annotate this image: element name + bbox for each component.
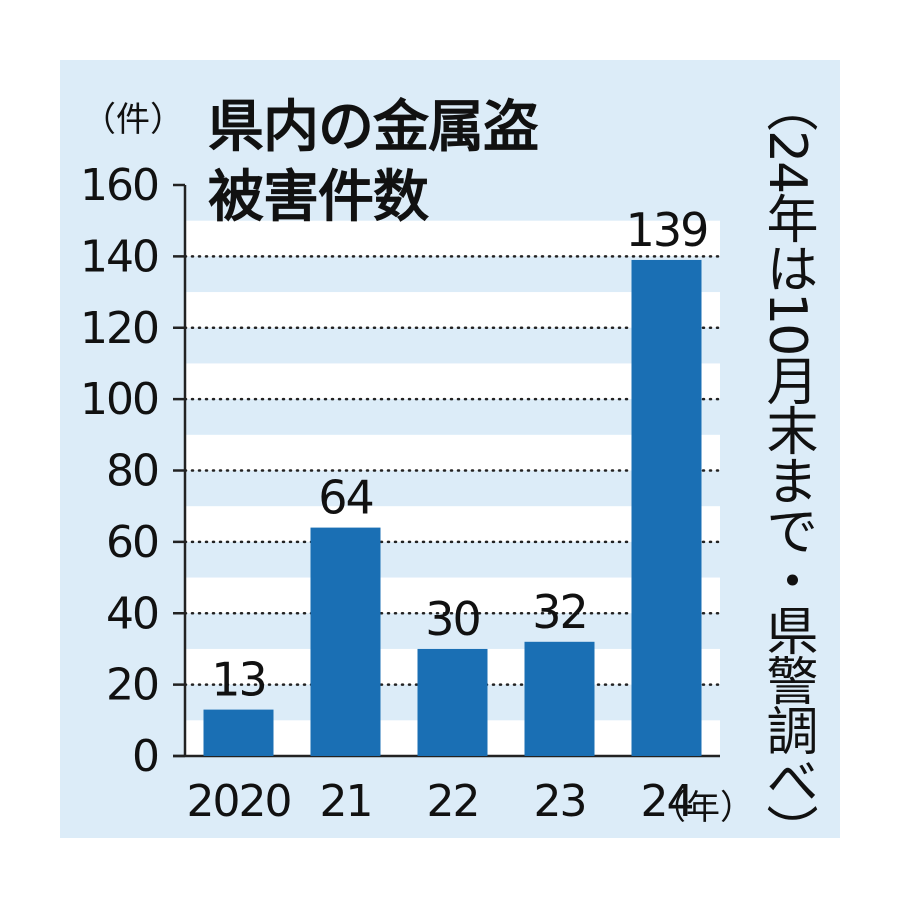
x-tick-label: 23: [534, 776, 586, 827]
stripe-band: [185, 506, 720, 542]
y-tick-label: 60: [106, 517, 158, 568]
source-note: （24年は10月末まで・県警調べ）: [757, 80, 817, 855]
bar-data-label: 30: [425, 592, 480, 646]
y-tick-label: 80: [106, 446, 158, 497]
y-tick-label: 100: [80, 374, 158, 425]
bar: [203, 709, 274, 756]
y-tick-label: 120: [80, 303, 158, 354]
bar-data-label: 13: [211, 653, 266, 707]
bar: [524, 641, 595, 756]
bar-data-label: 32: [532, 585, 587, 639]
x-tick-label: 24: [641, 776, 693, 827]
bar: [417, 648, 488, 756]
y-axis-unit-label: （件）: [82, 100, 184, 140]
x-tick-label: 22: [427, 776, 479, 827]
bar: [310, 527, 381, 756]
x-axis-unit-label: （年）: [652, 788, 754, 828]
y-tick-label: 20: [106, 660, 158, 711]
y-tick-label: 140: [80, 231, 158, 282]
bar: [631, 259, 702, 756]
bar-data-label: 64: [318, 471, 373, 525]
chart-title-line-2: 被害件数: [208, 165, 429, 230]
stripe-band: [185, 220, 720, 257]
y-tick-label: 160: [80, 160, 158, 211]
y-tick-label: 40: [106, 588, 158, 639]
stripe-band: [185, 434, 720, 471]
stripe-band: [185, 577, 720, 614]
chart-title-line-1: 県内の金属盗: [208, 95, 539, 160]
y-tick-label: 0: [132, 731, 158, 782]
x-tick-label: 21: [320, 776, 372, 827]
bar-data-label: 139: [626, 203, 708, 257]
x-tick-label: 2020: [187, 776, 291, 827]
stripe-band: [185, 292, 720, 328]
stripe-band: [185, 363, 720, 400]
